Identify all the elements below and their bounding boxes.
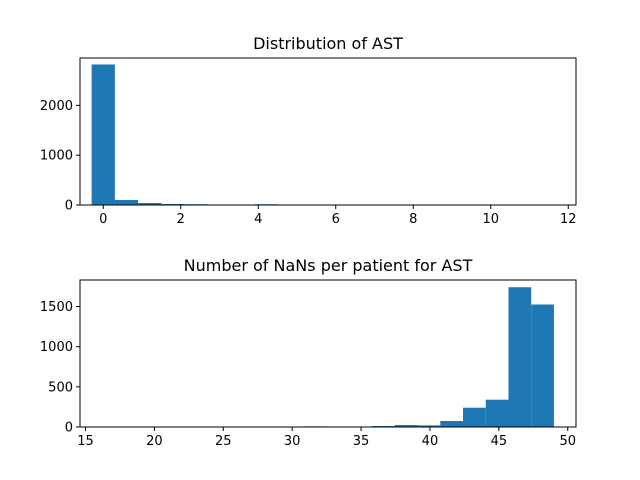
chart-title: Distribution of AST [253, 34, 403, 53]
x-tick-label: 25 [215, 434, 232, 449]
x-tick-label: 15 [77, 434, 94, 449]
bars [99, 287, 554, 427]
histogram-bar [440, 420, 464, 427]
histogram-bar [417, 425, 441, 427]
y-tick-label: 2000 [40, 99, 73, 114]
histogram-bar [508, 287, 532, 427]
x-tick-label: 8 [409, 212, 417, 227]
x-tick-label: 6 [332, 212, 340, 227]
y-tick-label: 1000 [40, 149, 73, 164]
x-tick-label: 45 [491, 434, 508, 449]
histogram-ast-distribution: Distribution of AST 0 2 4 6 8 10 12 0 1000 2000 [40, 34, 577, 227]
x-tick-label: 35 [353, 434, 370, 449]
y-tick-label: 0 [65, 199, 73, 214]
histogram-bar [394, 424, 418, 427]
ticks: 0 2 4 6 8 10 12 0 1000 2000 [40, 99, 577, 227]
x-tick-label: 50 [559, 434, 576, 449]
x-tick-label: 40 [422, 434, 439, 449]
x-tick-label: 10 [482, 212, 499, 227]
histogram-bar [138, 203, 162, 205]
x-tick-label: 2 [177, 212, 185, 227]
x-tick-label: 12 [560, 212, 577, 227]
y-tick-label: 500 [48, 380, 73, 395]
x-tick-label: 4 [254, 212, 262, 227]
histogram-bar [531, 304, 554, 427]
y-tick-label: 1000 [40, 340, 73, 355]
histogram-bar [485, 399, 509, 427]
x-tick-label: 20 [146, 434, 163, 449]
plot-frame [79, 57, 577, 206]
x-tick-label: 0 [99, 212, 107, 227]
x-tick-label: 30 [284, 434, 301, 449]
y-tick-label: 0 [65, 421, 73, 436]
bars [91, 64, 557, 205]
histogram-nan-count: Number of NaNs per patient for AST 15 20 2… [40, 256, 577, 449]
histogram-bar [463, 407, 486, 427]
histogram-bar [114, 200, 139, 205]
plot-frame [79, 279, 577, 428]
y-tick-label: 1500 [40, 300, 73, 315]
chart-title: Number of NaNs per patient for AST [184, 256, 473, 275]
histogram-bar [91, 64, 115, 205]
